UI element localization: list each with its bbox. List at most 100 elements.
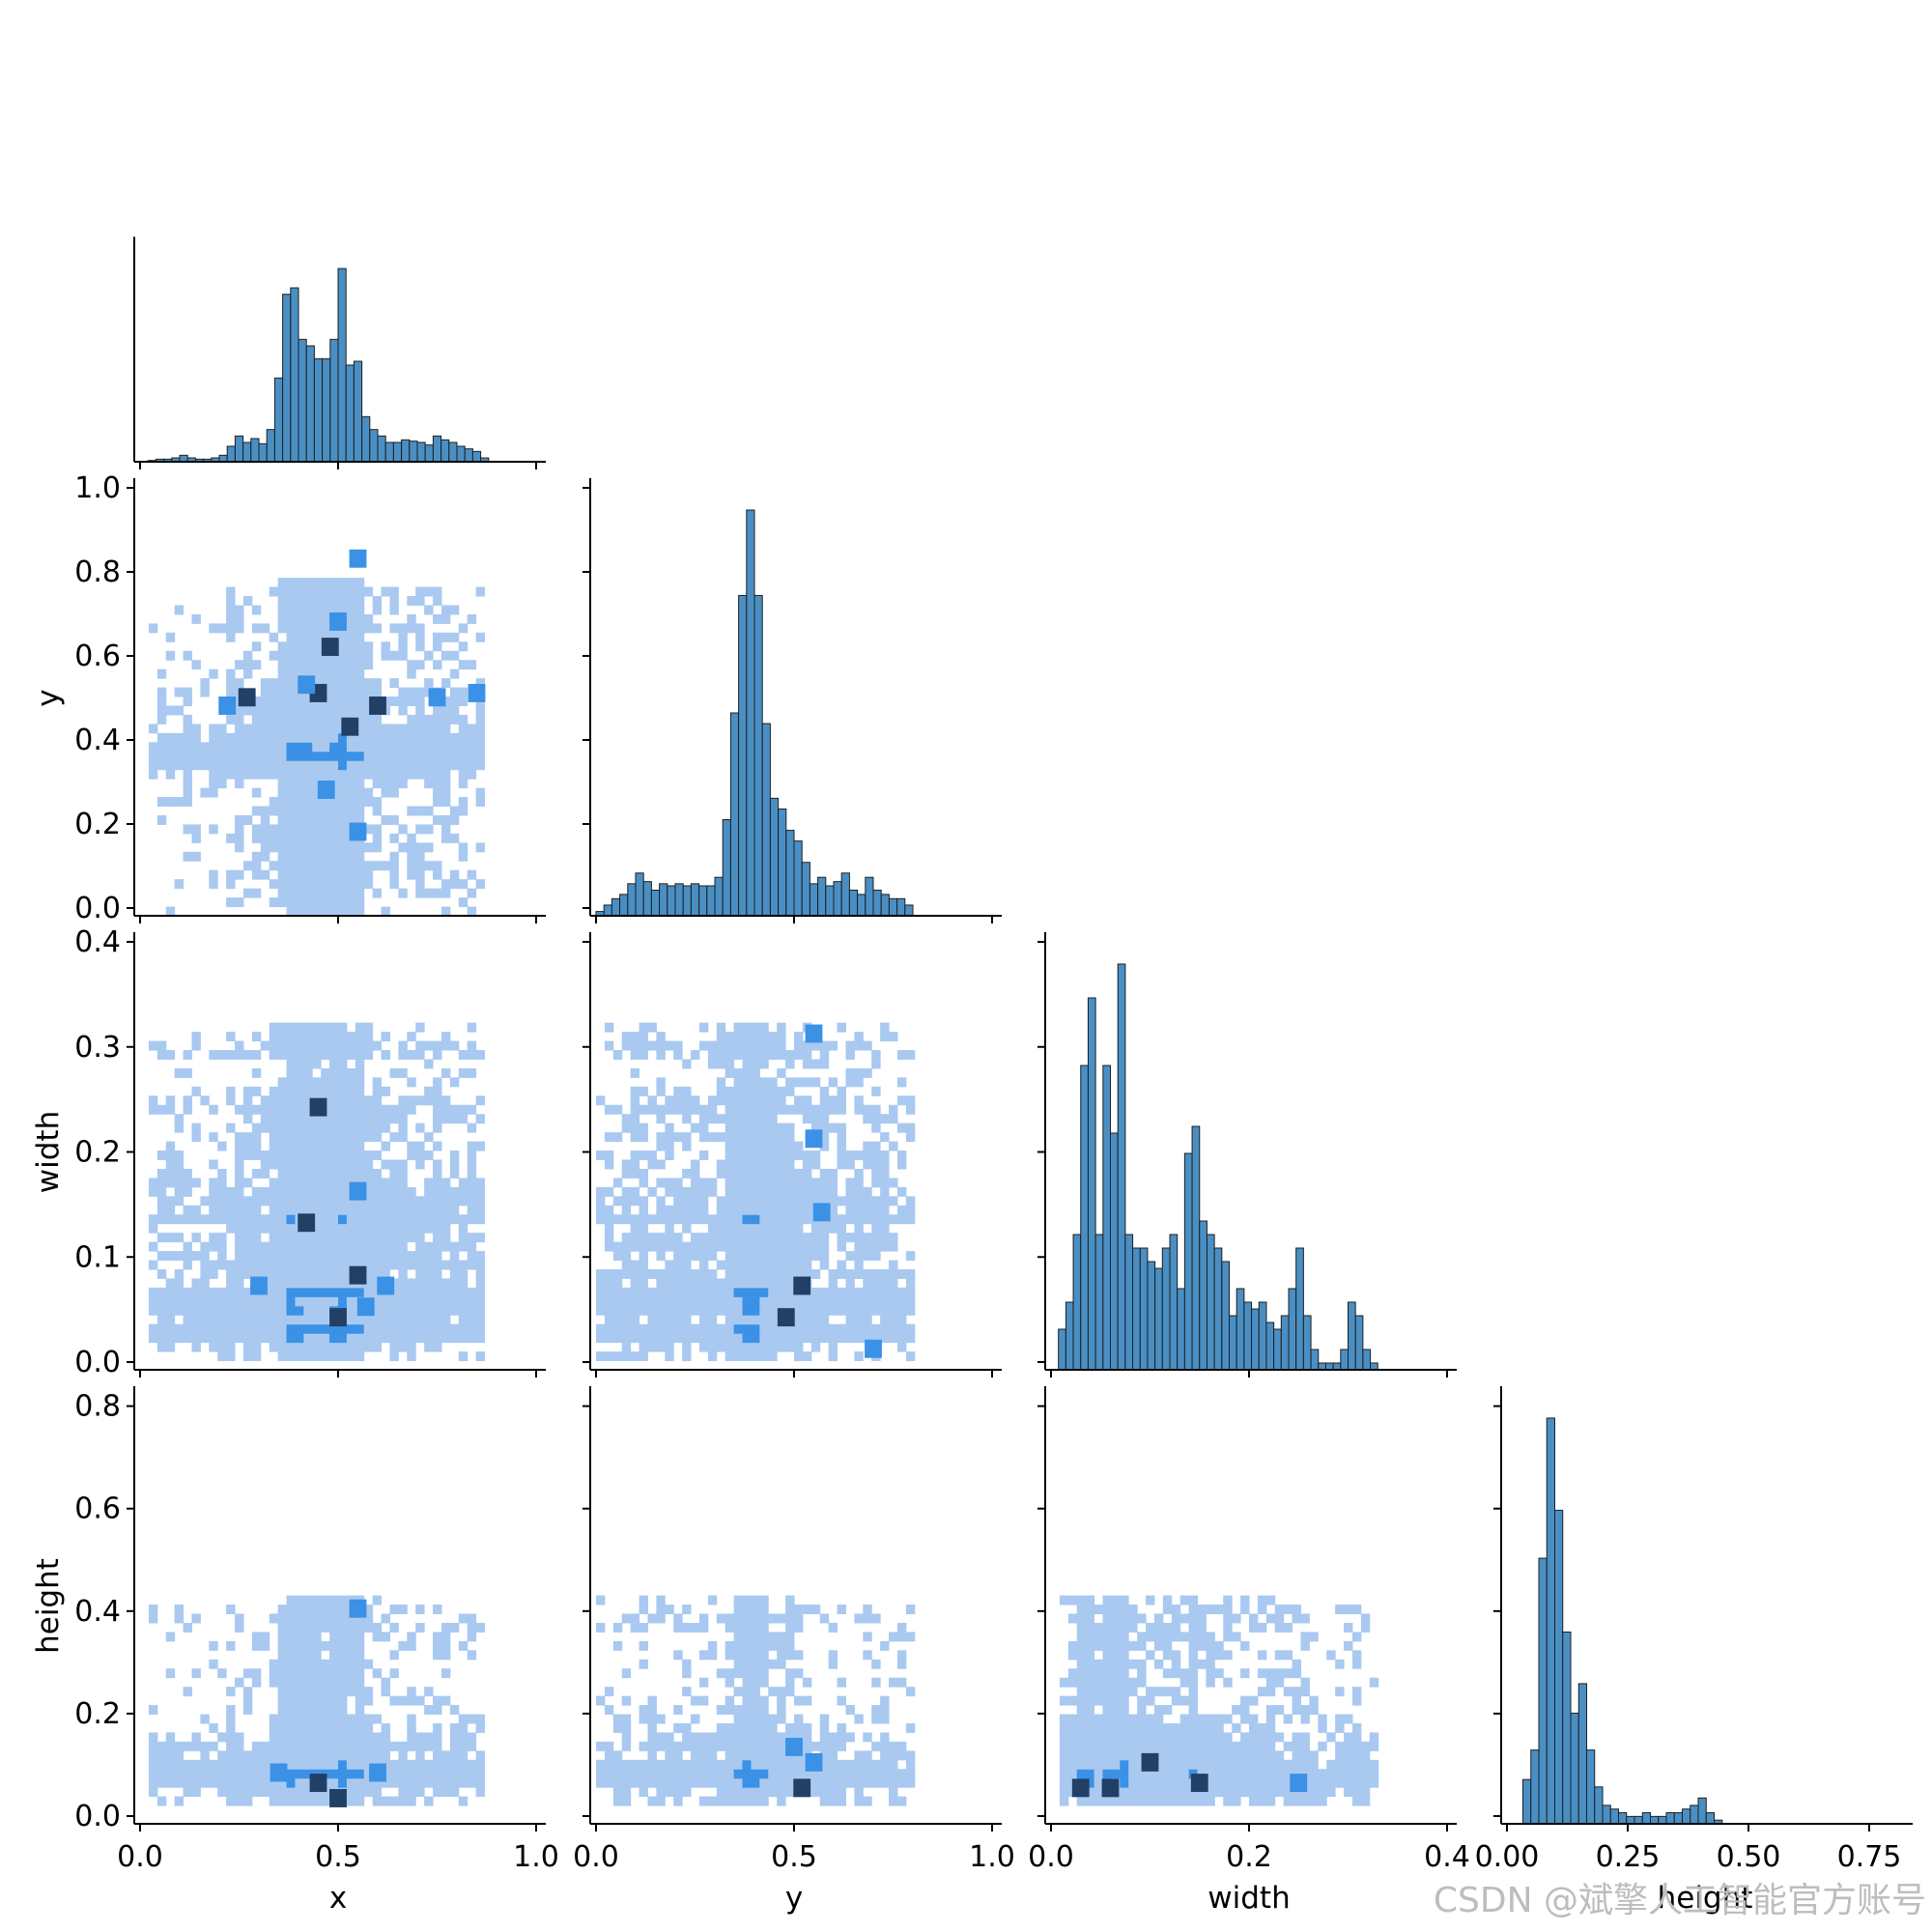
histogram-bar: [1370, 1362, 1378, 1371]
heatmap-cell: [321, 623, 330, 634]
heatmap-cell: [260, 842, 270, 853]
heatmap-cell: [1059, 1732, 1069, 1743]
heatmap-cell: [785, 1059, 795, 1069]
heatmap-cell: [242, 1759, 253, 1770]
heatmap-cell: [828, 1205, 838, 1215]
heatmap-cell: [295, 879, 304, 890]
heatmap-cell: [854, 1077, 864, 1088]
heatmap-cell: [665, 1122, 674, 1133]
heatmap-cell: [321, 1323, 330, 1334]
heatmap-cell: [338, 1141, 348, 1151]
heatmap-cell: [183, 787, 192, 798]
heatmap-hotspot: [777, 1308, 795, 1327]
heatmap-cell: [415, 879, 425, 890]
heatmap-cell: [398, 1205, 408, 1215]
heatmap-cell: [381, 1741, 390, 1751]
heatmap-cell: [372, 1196, 383, 1207]
heatmap-cell: [372, 1342, 383, 1352]
heatmap-cell: [277, 1196, 288, 1207]
heatmap-cell: [665, 1296, 674, 1307]
heatmap-cell: [1249, 1695, 1259, 1706]
heatmap-cell: [338, 632, 348, 642]
heatmap-cell: [338, 742, 348, 753]
heatmap-cell: [398, 1104, 408, 1115]
heatmap-cell: [346, 1260, 356, 1270]
heatmap-cell: [381, 1214, 390, 1225]
heatmap-cell: [458, 751, 469, 761]
histogram-bar: [888, 897, 898, 917]
heatmap-cell: [277, 641, 288, 652]
heatmap-cell: [751, 1650, 760, 1661]
heatmap-cell: [433, 1095, 442, 1106]
heatmap-cell: [828, 1787, 838, 1798]
heatmap-cell: [398, 1296, 408, 1307]
heatmap-cell: [707, 1178, 718, 1188]
heatmap-cell: [346, 1241, 356, 1252]
heatmap-cell: [269, 1132, 279, 1143]
heatmap-cell: [1300, 1732, 1310, 1743]
heatmap-cell: [269, 861, 279, 871]
heatmap-cell: [854, 1750, 864, 1761]
heatmap-cell: [656, 1159, 666, 1170]
heatmap-cell: [209, 742, 218, 753]
heatmap-cell: [235, 1278, 244, 1289]
heatmap-cell: [346, 1722, 356, 1733]
heatmap-cell: [768, 1214, 778, 1225]
heatmap-cell: [200, 1196, 210, 1207]
heatmap-cell: [475, 1750, 486, 1761]
histogram-bar: [329, 338, 339, 463]
heatmap-cell: [148, 1178, 158, 1188]
heatmap-cell: [759, 1714, 769, 1724]
heatmap-cell: [286, 1114, 296, 1124]
heatmap-cell: [759, 1122, 769, 1133]
heatmap-cell: [1300, 1677, 1310, 1688]
heatmap-cell: [260, 1741, 270, 1751]
heatmap-cell: [363, 869, 374, 880]
heatmap-cell: [768, 1787, 778, 1798]
histogram-bar: [619, 894, 629, 917]
heatmap-cell: [1249, 1741, 1259, 1751]
heatmap-cell: [751, 1622, 760, 1633]
heatmap-cell: [1059, 1677, 1069, 1688]
heatmap-cell: [665, 1787, 674, 1798]
heatmap-cell: [235, 1732, 244, 1743]
heatmap-cell: [656, 1132, 666, 1143]
heatmap-cell: [647, 1268, 657, 1279]
histogram-bar: [266, 429, 275, 463]
heatmap-cell: [389, 1650, 399, 1661]
heatmap-cell: [871, 1759, 881, 1770]
heatmap-cell: [794, 1241, 804, 1252]
heatmap-cell: [165, 797, 176, 808]
heatmap-cell: [407, 687, 416, 697]
heatmap-cell: [407, 1278, 416, 1289]
heatmap-cell: [312, 660, 322, 670]
heatmap-cell: [475, 1287, 486, 1297]
heatmap-cell: [226, 1122, 236, 1133]
heatmap-cell: [424, 586, 434, 597]
heatmap-cell: [768, 1251, 778, 1262]
heatmap-cell: [1146, 1741, 1155, 1751]
heatmap-cell: [794, 1268, 804, 1279]
heatmap-cell: [286, 586, 296, 597]
heatmap-cell: [226, 1796, 236, 1806]
heatmap-cell: [1153, 1705, 1164, 1716]
heatmap-cell: [1120, 1613, 1129, 1624]
heatmap-cell: [191, 732, 201, 743]
heatmap-cell: [1300, 1741, 1310, 1751]
heatmap-cell: [896, 1050, 907, 1060]
heatmap-cell: [759, 1059, 769, 1069]
heatmap-cell: [724, 1223, 735, 1234]
heatmap-cell: [440, 751, 451, 761]
heatmap-cell: [415, 1268, 425, 1279]
heatmap-cell: [691, 1268, 700, 1279]
heatmap-cell: [768, 1714, 778, 1724]
heatmap-cell: [1344, 1777, 1353, 1788]
heatmap-cell: [1300, 1632, 1310, 1642]
heatmap-cell: [148, 1305, 158, 1316]
heatmap-cell: [433, 1759, 442, 1770]
heatmap-cell: [1111, 1650, 1121, 1661]
heatmap-cell: [1309, 1769, 1319, 1779]
heatmap-cell: [389, 1769, 399, 1779]
heatmap-cell: [733, 1342, 744, 1352]
heatmap-cell: [165, 632, 176, 642]
